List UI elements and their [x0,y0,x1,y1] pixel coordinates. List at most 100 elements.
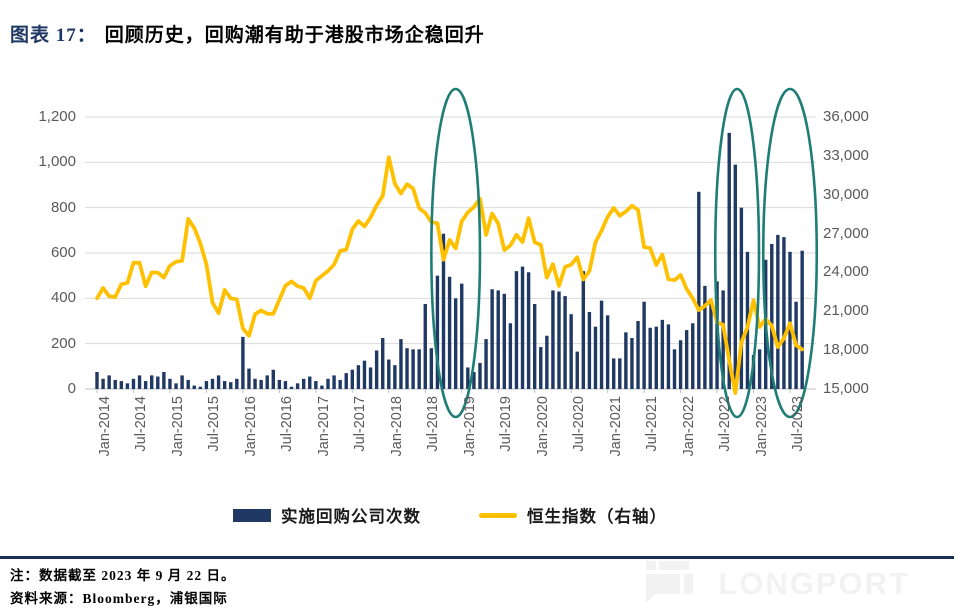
buyback-bar [405,348,409,389]
buyback-bar [782,237,786,389]
footer-divider [0,556,954,559]
x-axis-label: Jan-2014 [97,396,113,457]
buyback-bar [162,372,166,389]
right-axis-label: 27,000 [823,224,869,242]
buyback-bar [441,233,446,389]
buyback-bar [387,359,391,389]
buyback-bar [739,207,744,389]
left-axis-label: 800 [50,198,76,216]
buyback-bar [168,378,172,389]
right-axis-label: 15,000 [823,380,869,397]
x-axis-label: Jul-2018 [425,396,442,452]
buyback-bar [672,349,677,389]
buyback-bar [174,383,178,389]
buyback-bar [490,289,494,389]
buyback-bar [575,351,579,389]
right-axis-label: 33,000 [823,146,869,164]
buyback-bar [666,324,671,389]
buyback-bar [770,243,774,389]
x-axis-label: Jul-2015 [206,396,223,452]
buyback-bar [362,360,367,389]
buyback-bar [557,291,561,389]
figure-title-text: 回顾历史，回购潮有助于港股市场企稳回升 [104,25,485,46]
buyback-bar [137,375,142,389]
left-axis-label: 1,000 [38,153,76,171]
buyback-bar [678,340,683,389]
buyback-bar [180,375,184,389]
buyback-bar [551,290,555,389]
buyback-bar [131,378,136,389]
legend-item-buybacks: 实施回购公司次数 [233,503,421,527]
buyback-bar [156,376,160,389]
buyback-bar [332,375,336,389]
buyback-bar [581,271,586,389]
buyback-bar [599,300,604,389]
longport-watermark: LONGPORT [646,561,910,607]
buyback-bar [569,314,573,389]
buyback-bar [684,330,689,389]
buyback-bar [113,379,117,389]
highlight-ellipse [761,87,819,419]
buyback-bar [247,368,251,389]
buyback-bar [532,304,537,389]
left-axis-label: 400 [50,289,76,307]
buyback-bar [624,332,628,389]
buyback-bar [539,347,543,389]
line-series-swatch [479,512,517,518]
buyback-bar [222,381,227,389]
buyback-bar [125,383,130,389]
x-axis-label: Jan-2019 [461,396,478,457]
figure-number: 图表 17： [10,25,97,46]
right-axis-label: 30,000 [823,185,869,203]
buyback-bar [636,321,640,389]
right-axis-label: 36,000 [823,108,869,125]
buyback-bar [95,372,99,389]
right-axis-label: 18,000 [823,341,869,359]
x-axis-label: Jul-2019 [498,396,515,452]
buyback-bar [271,369,275,389]
buyback-bar [356,365,361,389]
buyback-bar [727,132,731,389]
buyback-bar [314,381,318,389]
x-axis-label: Jul-2016 [279,396,296,452]
buyback-bar [259,379,263,389]
buyback-bar [508,323,513,389]
buyback-bar [277,379,282,389]
buyback-bar [709,302,713,389]
buyback-bar [484,339,488,389]
buyback-bar [757,349,762,389]
buyback-bar [210,378,215,389]
legend-label-hsi: 恒生指数（右轴） [527,507,667,526]
x-axis-label: Jan-2018 [388,396,405,457]
buyback-bar [350,369,355,389]
buyback-bar [344,373,348,389]
legend-item-hsi: 恒生指数（右轴） [479,503,667,527]
x-axis-label: Jul-2023 [790,396,806,452]
buyback-bar [423,304,427,389]
x-axis-label: Jan-2021 [607,396,624,457]
x-axis-label: Jul-2022 [717,396,734,452]
x-axis-label: Jul-2014 [133,396,150,452]
watermark-text: LONGPORT [718,566,910,601]
buyback-bar [496,290,500,389]
buyback-bar [526,272,531,389]
buyback-bar [143,381,148,389]
buyback-bar [520,266,525,389]
highlight-ellipse [430,87,482,419]
buyback-bar [119,381,124,389]
buyback-bar [630,338,634,389]
buyback-bar [399,339,403,389]
buyback-bar [283,381,288,389]
buyback-bar [381,338,385,389]
buyback-bar [654,326,658,389]
buyback-bar [393,365,397,389]
buyback-bar [642,301,646,389]
left-axis-label: 600 [50,244,76,261]
buyback-bar [192,385,196,389]
buyback-bar [660,319,665,389]
figure-title: 图表 17： 回顾历史，回购潮有助于港股市场企稳回升 [10,20,485,47]
buyback-bar [697,191,701,389]
left-axis-label: 1,200 [38,108,76,125]
plot-area [85,87,819,419]
